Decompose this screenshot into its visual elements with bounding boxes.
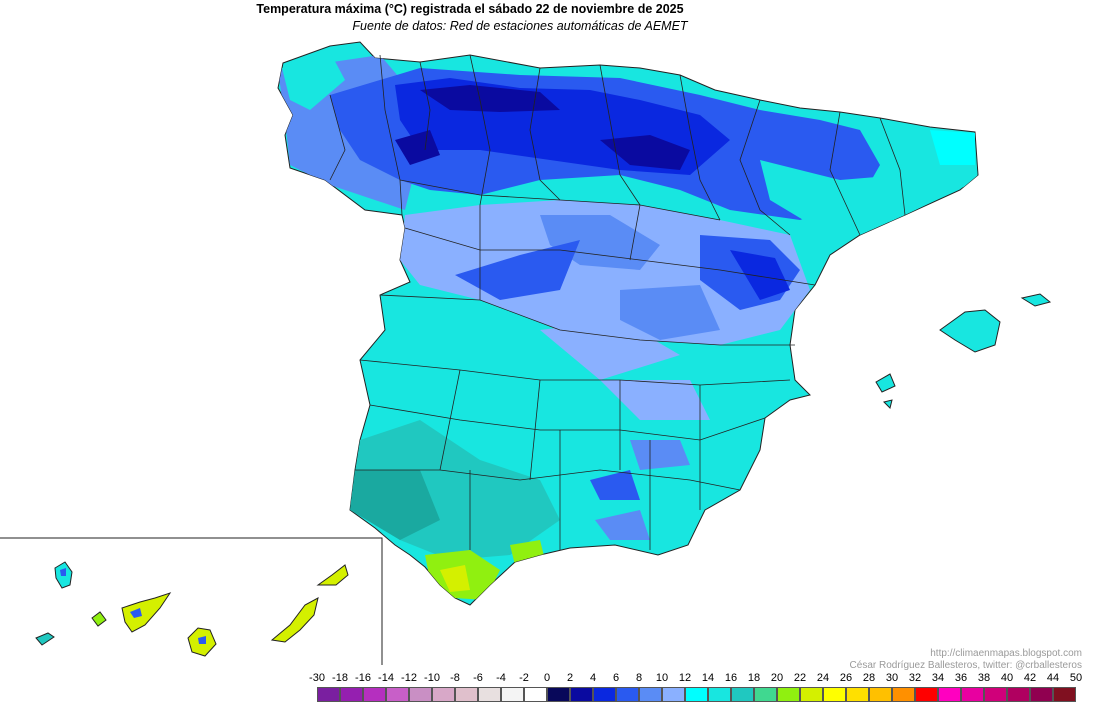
legend-swatch [1030, 687, 1053, 702]
legend-swatch [363, 687, 386, 702]
el-hierro [35, 632, 55, 646]
legend-label: 42 [1023, 672, 1037, 684]
legend-swatch [800, 687, 823, 702]
formentera [883, 399, 893, 409]
credit-url: http://climaenmapas.blogspot.com [930, 648, 1082, 659]
legend-label: 8 [635, 672, 643, 684]
legend-label: -30 [309, 672, 325, 684]
balearic-islands [875, 293, 1052, 409]
legend-swatch [777, 687, 800, 702]
legend-label: 50 [1069, 672, 1083, 684]
legend-swatch [547, 687, 570, 702]
legend-swatch [754, 687, 777, 702]
mallorca [939, 309, 1001, 353]
legend-swatch [386, 687, 409, 702]
legend-swatch [662, 687, 685, 702]
lanzarote [316, 564, 349, 586]
legend-label: -8 [450, 672, 460, 684]
canary-islands [35, 561, 349, 657]
credit-author: César Rodríguez Ballesteros, twitter: @c… [849, 660, 1082, 671]
fuerteventura [270, 597, 319, 643]
legend-swatch [639, 687, 662, 702]
legend-swatch [938, 687, 961, 702]
legend-swatch [892, 687, 915, 702]
canary-inset-frame [0, 537, 383, 665]
legend-label: 22 [793, 672, 807, 684]
legend-swatch [478, 687, 501, 702]
map-subtitle: Fuente de datos: Red de estaciones autom… [352, 19, 688, 33]
legend-label: -10 [424, 672, 440, 684]
color-legend: -30 -18 -16 -14 -12 -10 -8 -6 -4 -2 0 2 4 6 8 10 12 14 16 1… [309, 672, 1083, 704]
legend-label: 28 [862, 672, 876, 684]
legend-label: 38 [977, 672, 991, 684]
legend-label: 26 [839, 672, 853, 684]
legend-label: -2 [519, 672, 529, 684]
legend-swatch [340, 687, 363, 702]
legend-swatch [984, 687, 1007, 702]
legend-swatch [708, 687, 731, 702]
legend-swatch [1053, 687, 1076, 702]
legend-swatch [317, 687, 340, 702]
legend-label: 34 [931, 672, 945, 684]
legend-label: 24 [816, 672, 830, 684]
legend-label: -4 [496, 672, 506, 684]
legend-label: 10 [655, 672, 669, 684]
legend-swatch [616, 687, 639, 702]
map-title: Temperatura máxima (°C) registrada el sá… [256, 2, 684, 16]
la-palma-high [60, 568, 66, 576]
la-gomera [91, 611, 107, 627]
ibiza [875, 373, 896, 393]
gran-canaria-high [198, 636, 206, 644]
legend-swatch [915, 687, 938, 702]
tenerife-teide-high [130, 608, 142, 618]
legend-swatch [524, 687, 547, 702]
credit: http://climaenmapas.blogspot.com César R… [850, 648, 1082, 672]
legend-swatch [570, 687, 593, 702]
legend-label: -6 [473, 672, 483, 684]
legend-swatch [731, 687, 754, 702]
legend-swatch [409, 687, 432, 702]
legend-label: -14 [378, 672, 394, 684]
legend-label: -18 [332, 672, 348, 684]
legend-label: 20 [770, 672, 784, 684]
legend-swatch [1007, 687, 1030, 702]
legend-swatch [593, 687, 616, 702]
legend-label: -12 [401, 672, 417, 684]
legend-swatch [455, 687, 478, 702]
legend-swatch [501, 687, 524, 702]
menorca [1020, 293, 1052, 307]
legend-swatch [961, 687, 984, 702]
legend-swatch [432, 687, 455, 702]
legend-label: 2 [566, 672, 574, 684]
legend-swatch [846, 687, 869, 702]
tenerife [121, 592, 172, 633]
legend-label: 40 [1000, 672, 1014, 684]
province-boundaries [329, 54, 906, 550]
legend-label: 16 [724, 672, 738, 684]
legend-label: 6 [612, 672, 620, 684]
legend-label: 44 [1046, 672, 1060, 684]
legend-label: 12 [678, 672, 692, 684]
legend-label: 14 [701, 672, 715, 684]
legend-swatch [823, 687, 846, 702]
legend-label: 18 [747, 672, 761, 684]
mainland-spain [277, 41, 979, 606]
legend-label: -16 [355, 672, 371, 684]
legend-label: 36 [954, 672, 968, 684]
legend-label: 30 [885, 672, 899, 684]
legend-label: 32 [908, 672, 922, 684]
legend-swatch [869, 687, 892, 702]
legend-label: 0 [543, 672, 551, 684]
temperature-fields [278, 52, 978, 600]
legend-swatch [685, 687, 708, 702]
legend-label: 4 [589, 672, 597, 684]
